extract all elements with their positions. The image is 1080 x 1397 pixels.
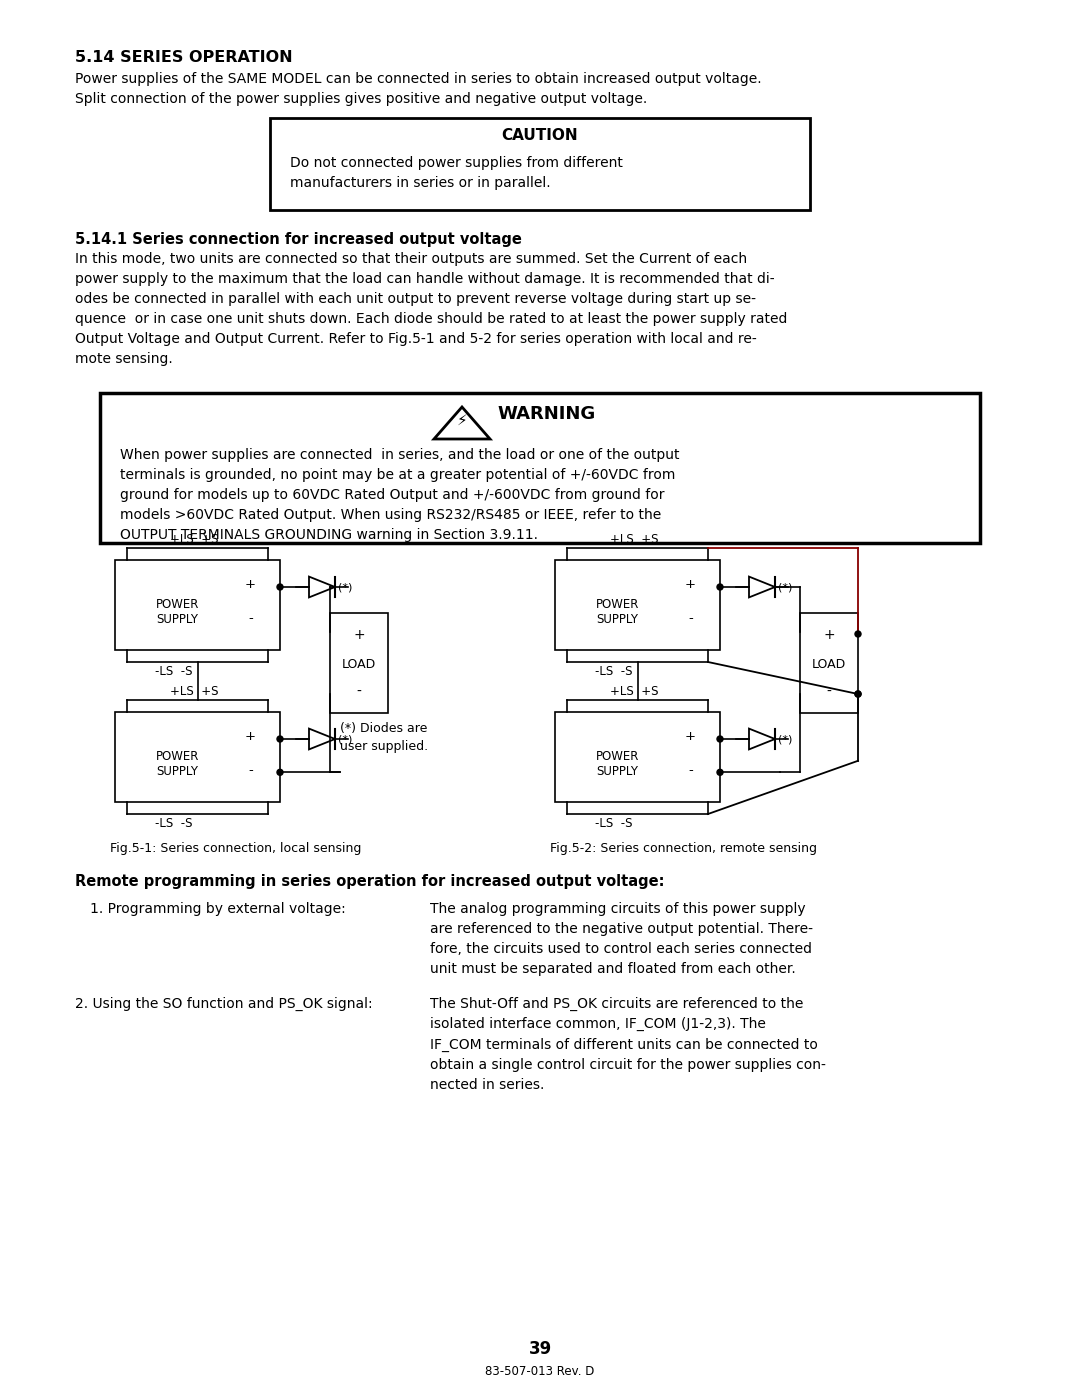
Circle shape [855,692,861,697]
Text: 5.14.1 Series connection for increased output voltage: 5.14.1 Series connection for increased o… [75,232,522,247]
Text: POWER: POWER [156,598,200,610]
Text: +: + [353,629,365,643]
Bar [114,712,280,802]
Bar [114,560,280,650]
Text: -: - [688,764,692,777]
Text: 2. Using the SO function and PS_OK signal:: 2. Using the SO function and PS_OK signa… [75,997,373,1011]
Text: SUPPLY: SUPPLY [597,613,638,626]
Text: +LS  +S: +LS +S [170,534,218,546]
Text: -: - [356,685,362,698]
Text: 1. Programming by external voltage:: 1. Programming by external voltage: [90,902,346,916]
Text: SUPPLY: SUPPLY [157,613,199,626]
Text: SUPPLY: SUPPLY [597,766,638,778]
Bar [270,117,810,210]
Text: Power supplies of the SAME MODEL can be connected in series to obtain increased : Power supplies of the SAME MODEL can be … [75,73,761,106]
Bar [800,613,858,712]
Text: -LS  -S: -LS -S [156,817,192,830]
Bar [100,393,980,543]
Text: WARNING: WARNING [497,405,595,423]
Text: (*) Diodes are
user supplied.: (*) Diodes are user supplied. [340,722,428,753]
Text: +LS  +S: +LS +S [170,685,218,698]
Text: (*): (*) [338,583,352,592]
Text: POWER: POWER [596,750,639,763]
Text: +: + [685,729,696,743]
Text: The analog programming circuits of this power supply
are referenced to the negat: The analog programming circuits of this … [430,902,813,977]
Circle shape [717,584,723,590]
Text: -LS  -S: -LS -S [595,665,633,678]
Text: LOAD: LOAD [812,658,846,671]
Text: (*): (*) [338,733,352,745]
Text: CAUTION: CAUTION [502,129,578,142]
Text: 5.14 SERIES OPERATION: 5.14 SERIES OPERATION [75,50,293,66]
Bar [555,560,720,650]
Text: In this mode, two units are connected so that their outputs are summed. Set the : In this mode, two units are connected so… [75,251,787,366]
Text: The Shut-Off and PS_OK circuits are referenced to the
isolated interface common,: The Shut-Off and PS_OK circuits are refe… [430,997,826,1091]
Bar [330,613,388,712]
Circle shape [855,631,861,637]
Text: When power supplies are connected  in series, and the load or one of the output
: When power supplies are connected in ser… [120,448,679,542]
Text: +: + [245,729,256,743]
Text: +LS  +S: +LS +S [610,685,659,698]
Text: Do not connected power supplies from different
manufacturers in series or in par: Do not connected power supplies from dif… [291,156,623,190]
Text: +: + [685,578,696,591]
Text: -: - [248,764,253,777]
Text: (*): (*) [778,583,793,592]
Text: ⚡: ⚡ [457,414,468,427]
Text: SUPPLY: SUPPLY [157,766,199,778]
Text: -: - [826,685,832,698]
Circle shape [717,736,723,742]
Text: LOAD: LOAD [342,658,376,671]
Text: 39: 39 [528,1340,552,1358]
Text: POWER: POWER [596,598,639,610]
Circle shape [717,770,723,775]
Text: -: - [688,612,692,624]
Circle shape [276,770,283,775]
Text: Remote programming in series operation for increased output voltage:: Remote programming in series operation f… [75,875,664,888]
Text: +: + [823,629,835,643]
Text: +LS  +S: +LS +S [610,534,659,546]
Text: Fig.5-2: Series connection, remote sensing: Fig.5-2: Series connection, remote sensi… [550,842,816,855]
Text: -LS  -S: -LS -S [156,665,192,678]
Text: POWER: POWER [156,750,200,763]
Text: +: + [245,578,256,591]
Text: 83-507-013 Rev. D: 83-507-013 Rev. D [485,1365,595,1377]
Text: Fig.5-1: Series connection, local sensing: Fig.5-1: Series connection, local sensin… [110,842,362,855]
Text: (*): (*) [778,733,793,745]
Circle shape [276,736,283,742]
Text: -: - [248,612,253,624]
Text: -LS  -S: -LS -S [595,817,633,830]
Bar [555,712,720,802]
Circle shape [276,584,283,590]
Circle shape [855,692,861,697]
